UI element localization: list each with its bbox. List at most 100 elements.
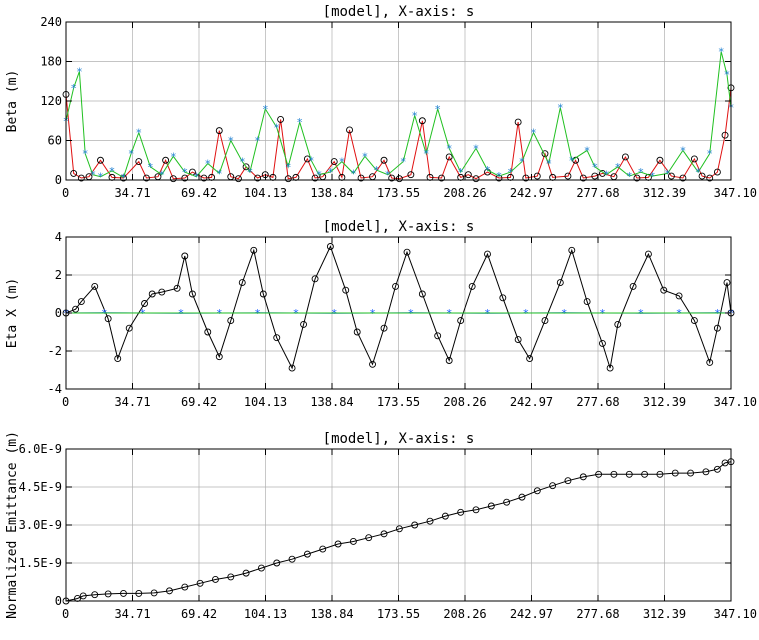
data-point: * bbox=[507, 166, 514, 179]
y-tick-label: 0 bbox=[55, 594, 62, 608]
data-point: * bbox=[724, 69, 731, 82]
x-tick-label: 347.10 bbox=[714, 607, 757, 621]
data-point: * bbox=[120, 171, 127, 184]
y-axis-label: Normalized Emittance (m) bbox=[5, 431, 20, 619]
data-point: * bbox=[147, 161, 154, 174]
chart-title: [model], X-axis: s bbox=[323, 431, 475, 447]
x-tick-label: 312.39 bbox=[643, 607, 686, 621]
data-point: * bbox=[519, 156, 526, 169]
data-point: * bbox=[70, 82, 77, 95]
y-tick-label: 2 bbox=[55, 268, 62, 282]
data-point: * bbox=[649, 170, 656, 183]
data-point: * bbox=[339, 156, 346, 169]
data-point: * bbox=[373, 164, 380, 177]
data-point: * bbox=[128, 148, 135, 161]
x-tick-label: 0 bbox=[62, 395, 69, 409]
data-point: * bbox=[331, 307, 338, 320]
y-axis-label: Beta (m) bbox=[5, 70, 20, 133]
x-tick-label: 69.42 bbox=[181, 607, 217, 621]
x-tick-label: 208.26 bbox=[443, 395, 486, 409]
data-point: * bbox=[411, 109, 418, 122]
data-point: * bbox=[181, 166, 188, 179]
data-point: * bbox=[484, 307, 491, 320]
x-tick-label: 347.10 bbox=[714, 186, 757, 200]
data-point: * bbox=[457, 166, 464, 179]
data-point: * bbox=[664, 167, 671, 180]
x-tick-label: 277.68 bbox=[576, 395, 619, 409]
data-point: * bbox=[247, 166, 254, 179]
x-tick-label: 277.68 bbox=[576, 186, 619, 200]
data-point: * bbox=[204, 158, 211, 171]
x-tick-label: 312.39 bbox=[643, 395, 686, 409]
data-point: * bbox=[239, 156, 246, 169]
data-point: * bbox=[178, 307, 185, 320]
data-point: * bbox=[484, 164, 491, 177]
x-tick-label: 34.71 bbox=[114, 186, 150, 200]
data-point: * bbox=[584, 144, 591, 157]
x-tick-label: 138.84 bbox=[310, 186, 353, 200]
x-tick-label: 242.97 bbox=[510, 186, 553, 200]
x-tick-label: 104.13 bbox=[244, 186, 287, 200]
data-point: * bbox=[227, 135, 234, 148]
y-tick-label: 180 bbox=[40, 55, 62, 69]
y-tick-label: 120 bbox=[40, 94, 62, 108]
y-tick-label: 60 bbox=[48, 134, 62, 148]
data-point: * bbox=[680, 144, 687, 157]
data-point: * bbox=[273, 121, 280, 134]
y-tick-label: 4.5E-9 bbox=[19, 480, 62, 494]
data-point: * bbox=[473, 142, 480, 155]
x-tick-label: 173.55 bbox=[377, 186, 420, 200]
data-point: * bbox=[557, 102, 564, 115]
x-tick-label: 138.84 bbox=[310, 395, 353, 409]
data-point: * bbox=[423, 148, 430, 161]
data-point: * bbox=[254, 135, 261, 148]
data-point: * bbox=[637, 307, 644, 320]
x-tick-label: 208.26 bbox=[443, 607, 486, 621]
x-tick-label: 0 bbox=[62, 186, 69, 200]
data-point: * bbox=[109, 165, 116, 178]
data-point: * bbox=[135, 127, 142, 140]
x-tick-label: 69.42 bbox=[181, 186, 217, 200]
data-point: * bbox=[400, 156, 407, 169]
data-point: * bbox=[706, 148, 713, 161]
data-point: * bbox=[296, 116, 303, 129]
y-axis-label: Eta X (m) bbox=[5, 278, 20, 348]
y-tick-label: 6.0E-9 bbox=[19, 442, 62, 456]
data-point: * bbox=[568, 154, 575, 167]
chart-title: [model], X-axis: s bbox=[323, 219, 475, 235]
x-tick-label: 138.84 bbox=[310, 607, 353, 621]
data-point: * bbox=[591, 161, 598, 174]
data-point: * bbox=[285, 161, 292, 174]
data-point: * bbox=[530, 127, 537, 140]
data-point: * bbox=[637, 166, 644, 179]
y-tick-label: 3.0E-9 bbox=[19, 518, 62, 532]
data-point: * bbox=[496, 170, 503, 183]
x-tick-label: 104.13 bbox=[244, 395, 287, 409]
data-point: * bbox=[76, 65, 83, 78]
x-tick-label: 242.97 bbox=[510, 607, 553, 621]
chart-title: [model], X-axis: s bbox=[323, 4, 475, 20]
x-tick-label: 69.42 bbox=[181, 395, 217, 409]
data-point: * bbox=[434, 103, 441, 116]
chart-panel-1: ****************************************… bbox=[5, 4, 757, 200]
x-tick-label: 34.71 bbox=[114, 395, 150, 409]
data-point: * bbox=[446, 142, 453, 155]
y-tick-label: 0 bbox=[55, 306, 62, 320]
data-point: * bbox=[327, 166, 334, 179]
data-point: * bbox=[695, 166, 702, 179]
x-tick-label: 242.97 bbox=[510, 395, 553, 409]
data-point: * bbox=[626, 170, 633, 183]
y-tick-label: -2 bbox=[48, 344, 62, 358]
data-point: * bbox=[216, 167, 223, 180]
x-tick-label: 277.68 bbox=[576, 607, 619, 621]
x-tick-label: 173.55 bbox=[377, 395, 420, 409]
y-tick-label: 1.5E-9 bbox=[19, 556, 62, 570]
data-point: * bbox=[362, 150, 369, 163]
data-point: * bbox=[718, 46, 725, 59]
data-point: * bbox=[97, 171, 104, 184]
data-point: * bbox=[545, 158, 552, 171]
x-tick-label: 0 bbox=[62, 607, 69, 621]
